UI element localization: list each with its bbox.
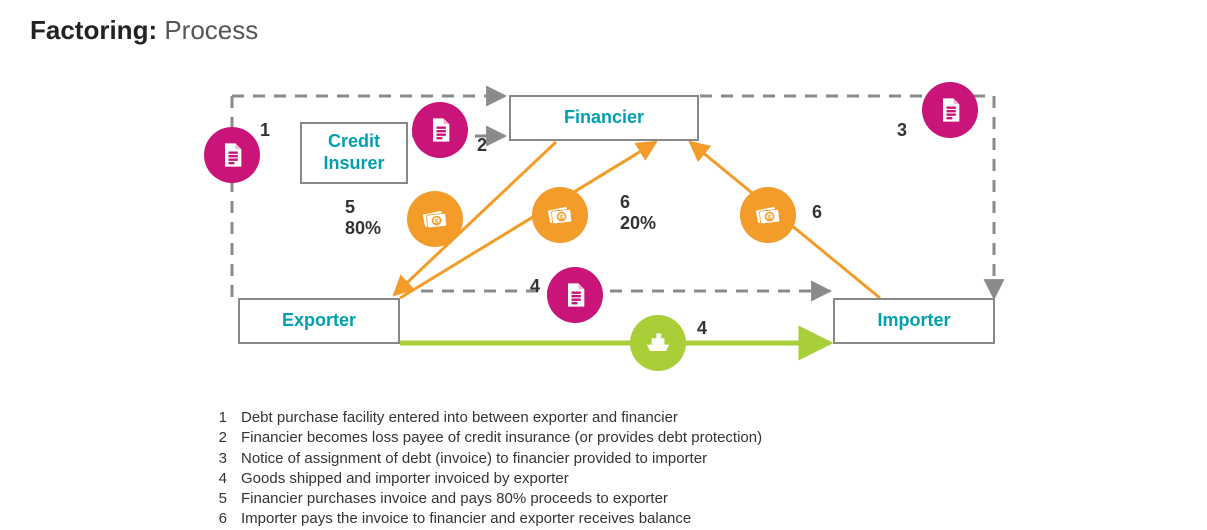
step-label: 6 — [812, 202, 822, 223]
step-label: 1 — [260, 120, 270, 141]
svg-text:$: $ — [768, 213, 772, 222]
legend-text: Importer pays the invoice to financier a… — [241, 509, 691, 529]
legend-row: 3 Notice of assignment of debt (invoice) … — [215, 449, 762, 469]
legend-row: 5 Financier purchases invoice and pays 80… — [215, 489, 762, 509]
step-label: 2 — [477, 135, 487, 156]
money-icon: $ — [532, 187, 588, 243]
legend-number: 3 — [215, 449, 227, 469]
svg-text:$: $ — [435, 217, 439, 226]
step-label: 620% — [620, 192, 656, 234]
legend-number: 2 — [215, 428, 227, 448]
legend-row: 1 Debt purchase facility entered into bet… — [215, 408, 762, 428]
doc-icon — [547, 267, 603, 323]
legend-text: Goods shipped and importer invoiced by e… — [241, 469, 569, 489]
node-credit: CreditInsurer — [300, 122, 408, 184]
money-icon: $ — [740, 187, 796, 243]
legend-number: 6 — [215, 509, 227, 529]
doc-icon — [204, 127, 260, 183]
legend-row: 2 Financier becomes loss payee of credit … — [215, 428, 762, 448]
legend-text: Debt purchase facility entered into betw… — [241, 408, 678, 428]
legend: 1 Debt purchase facility entered into bet… — [215, 408, 762, 530]
ship-icon — [630, 315, 686, 371]
legend-number: 4 — [215, 469, 227, 489]
legend-text: Notice of assignment of debt (invoice) t… — [241, 449, 707, 469]
doc-icon — [922, 82, 978, 138]
legend-row: 6 Importer pays the invoice to financier … — [215, 509, 762, 529]
doc-icon — [412, 102, 468, 158]
money-icon: $ — [407, 191, 463, 247]
legend-text: Financier purchases invoice and pays 80%… — [241, 489, 668, 509]
legend-number: 1 — [215, 408, 227, 428]
step-label: 580% — [345, 197, 381, 239]
step-label: 4 — [530, 276, 540, 297]
node-exporter: Exporter — [238, 298, 400, 344]
step-label: 3 — [897, 120, 907, 141]
svg-text:$: $ — [560, 213, 564, 222]
legend-row: 4 Goods shipped and importer invoiced by … — [215, 469, 762, 489]
legend-text: Financier becomes loss payee of credit i… — [241, 428, 762, 448]
legend-number: 5 — [215, 489, 227, 509]
node-importer: Importer — [833, 298, 995, 344]
node-financier: Financier — [509, 95, 699, 141]
step-label: 4 — [697, 318, 707, 339]
